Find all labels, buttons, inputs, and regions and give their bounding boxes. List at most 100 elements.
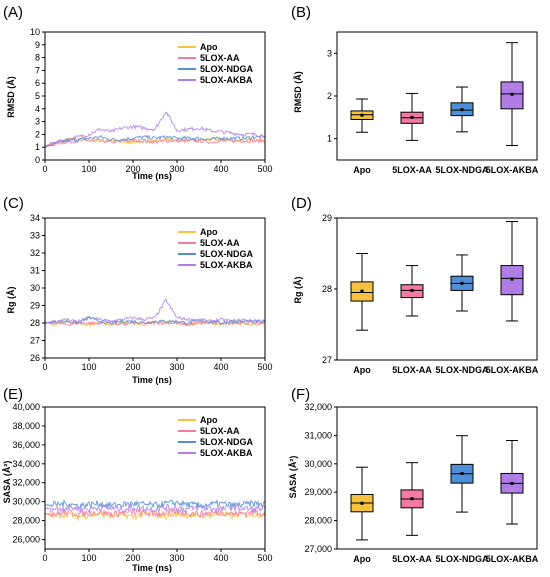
legend-label-e: Apo	[200, 415, 218, 425]
y-tick-label-a: 10	[30, 27, 40, 37]
legend-label-e: 5LOX-NDGA	[200, 437, 254, 447]
x-tick-label-c: 0	[42, 362, 47, 372]
y-tick-label-a: 3	[35, 117, 40, 127]
x-category-label-f: 5LOX-AA	[392, 554, 432, 564]
x-tick-label-e: 300	[169, 553, 184, 563]
x-tick-label-e: 200	[125, 553, 140, 563]
panel-label-e: (E)	[3, 386, 23, 403]
x-category-label-d: 5LOX-AKBA	[486, 365, 539, 375]
x-tick-label-a: 400	[213, 164, 228, 174]
legend-label-e: 5LOX-AA	[200, 426, 240, 436]
y-tick-label-d: 29	[322, 213, 332, 223]
y-tick-label-c: 32	[30, 248, 40, 258]
series-line-a-5lox-akba	[44, 111, 265, 147]
legend-label-c: 5LOX-NDGA	[200, 249, 254, 259]
legend-label-c: 5LOX-AA	[200, 238, 240, 248]
x-category-label-f: 5LOX-NDGA	[435, 554, 489, 564]
y-tick-label-a: 2	[35, 129, 40, 139]
panel-label-b: (B)	[291, 4, 311, 21]
y-tick-label-a: 4	[35, 104, 40, 114]
x-tick-label-a: 0	[42, 164, 47, 174]
y-tick-label-e: 38,000	[12, 421, 40, 431]
legend-label-a: 5LOX-AKBA	[200, 75, 253, 85]
box-mean-marker-f	[460, 471, 464, 475]
box-mean-marker-b	[460, 108, 464, 112]
y-tick-label-a: 0	[35, 155, 40, 165]
box-mean-marker-f	[510, 481, 514, 485]
x-tick-label-a: 500	[257, 164, 272, 174]
y-tick-label-c: 31	[30, 266, 40, 276]
x-tick-label-a: 100	[81, 164, 96, 174]
x-category-label-d: Apo	[353, 365, 371, 375]
y-tick-label-b: 2	[327, 91, 332, 101]
y-tick-label-d: 27	[322, 355, 332, 365]
series-line-a-5lox-ndga	[44, 134, 266, 148]
box-mean-marker-b	[510, 92, 514, 96]
x-tick-label-e: 500	[257, 553, 272, 563]
x-category-label-f: 5LOX-AKBA	[486, 554, 539, 564]
box-mean-marker-b	[360, 113, 364, 117]
y-tick-label-e: 34,000	[12, 459, 40, 469]
y-tick-label-f: 29,000	[304, 487, 332, 497]
box-mean-marker-f	[360, 501, 364, 505]
y-tick-label-b: 3	[327, 48, 332, 58]
box-mean-marker-d	[360, 289, 364, 293]
y-axis-title-a: RMSD (Å)	[6, 76, 16, 118]
box-mean-marker-b	[410, 115, 414, 119]
panel-label-d: (D)	[291, 195, 312, 212]
y-tick-label-c: 28	[30, 318, 40, 328]
y-tick-label-f: 28,000	[304, 516, 332, 526]
y-tick-label-c: 29	[30, 301, 40, 311]
legend-label-e: 5LOX-AKBA	[200, 448, 253, 458]
y-tick-label-f: 27,000	[304, 544, 332, 554]
series-line-c-5lox-aa	[44, 320, 266, 327]
series-line-c-5lox-akba	[45, 298, 266, 325]
plot-frame-e	[44, 406, 266, 550]
x-category-label-b: 5LOX-AKBA	[486, 165, 539, 175]
box-mean-marker-d	[460, 281, 464, 285]
y-axis-title-f: SASA (Å²)	[288, 456, 298, 499]
panel-label-a: (A)	[3, 4, 23, 21]
y-axis-title-e: SASA (Å²)	[2, 461, 12, 504]
legend-label-c: Apo	[200, 227, 218, 237]
panel-label-f: (F)	[291, 386, 310, 403]
x-axis-title-c: Time (ns)	[132, 375, 172, 385]
y-axis-title-b: RMSD (Å)	[293, 71, 303, 113]
y-tick-label-f: 32,000	[304, 402, 332, 412]
x-tick-label-a: 300	[169, 164, 184, 174]
series-line-e-5lox-ndga	[44, 498, 266, 510]
y-tick-label-a: 7	[35, 65, 40, 75]
legend-label-c: 5LOX-AKBA	[200, 260, 253, 270]
y-tick-label-e: 32,000	[12, 478, 40, 488]
y-tick-label-e: 26,000	[12, 535, 40, 545]
y-tick-label-c: 27	[30, 336, 40, 346]
y-tick-label-a: 8	[35, 53, 40, 63]
x-tick-label-e: 400	[213, 553, 228, 563]
x-category-label-b: Apo	[353, 165, 371, 175]
y-tick-label-c: 34	[30, 213, 40, 223]
y-tick-label-f: 31,000	[304, 430, 332, 440]
x-tick-label-e: 0	[42, 553, 47, 563]
box-mean-marker-d	[410, 288, 414, 292]
x-category-label-d: 5LOX-AA	[392, 365, 432, 375]
x-category-label-b: 5LOX-NDGA	[435, 165, 489, 175]
y-tick-label-e: 30,000	[12, 497, 40, 507]
x-tick-label-a: 200	[125, 164, 140, 174]
y-tick-label-a: 5	[35, 91, 40, 101]
x-axis-title-e: Time (ns)	[132, 563, 172, 573]
y-tick-label-c: 26	[30, 353, 40, 363]
y-axis-title-d: Rg (Å)	[293, 277, 303, 304]
box-mean-marker-f	[410, 497, 414, 501]
legend-label-a: 5LOX-AA	[200, 53, 240, 63]
x-category-label-f: Apo	[353, 554, 371, 564]
y-tick-label-a: 9	[35, 40, 40, 50]
panel-label-c: (C)	[3, 195, 24, 212]
y-tick-label-e: 36,000	[12, 440, 40, 450]
x-tick-label-c: 500	[257, 362, 272, 372]
y-tick-label-c: 33	[30, 231, 40, 241]
series-line-e-5lox-akba	[44, 502, 266, 514]
x-tick-label-e: 100	[81, 553, 96, 563]
x-axis-title-a: Time (ns)	[132, 171, 172, 181]
y-tick-label-a: 1	[35, 142, 40, 152]
